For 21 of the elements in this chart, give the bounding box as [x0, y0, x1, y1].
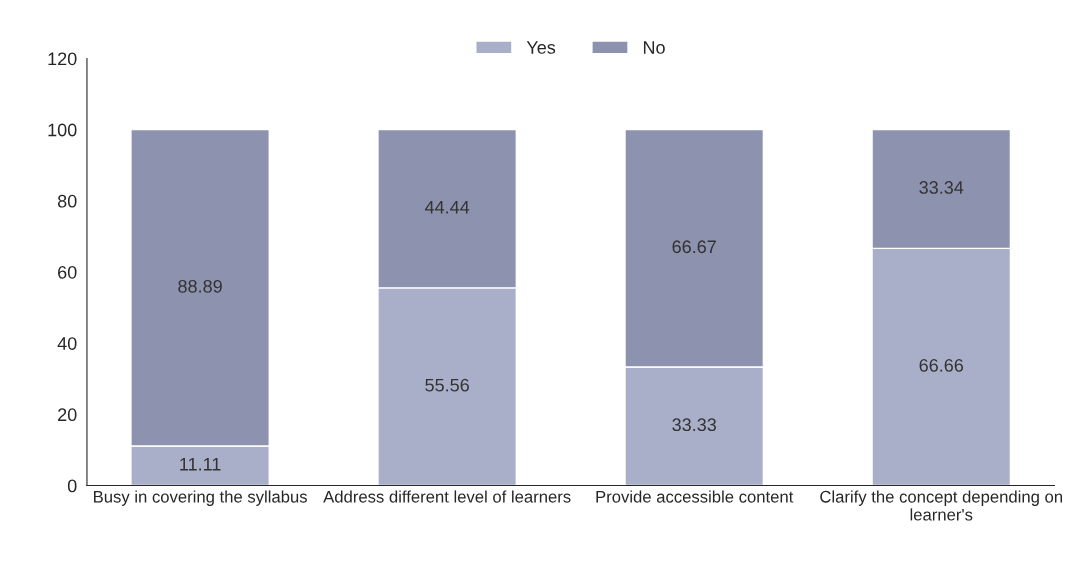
- data-label: 11.11: [180, 458, 221, 471]
- x-tick-label: Provide accessible content: [596, 490, 794, 503]
- legend-label: Yes: [526, 41, 556, 54]
- x-tick-label: Address different level of learners: [323, 490, 571, 503]
- data-label: 33.33: [672, 418, 716, 432]
- y-tick-label: 60: [58, 265, 77, 279]
- data-label: 44.44: [424, 201, 470, 214]
- data-label: 66.67: [672, 240, 716, 254]
- y-tick-label: 100: [48, 123, 77, 137]
- x-tick-label: Busy in covering the syllabus: [94, 490, 307, 506]
- x-tick-label: Clarify the concept depending on learner's: [820, 490, 1063, 521]
- y-tick-label: 20: [58, 408, 77, 422]
- y-tick-label: 120: [48, 52, 77, 66]
- data-label: 55.56: [425, 378, 469, 392]
- legend-label: No: [643, 41, 665, 54]
- y-tick-label: 40: [57, 337, 77, 350]
- y-tick-label: 0: [67, 479, 77, 493]
- data-label: 88.89: [178, 279, 222, 293]
- data-label: 33.34: [919, 181, 964, 194]
- y-tick-label: 80: [57, 194, 77, 208]
- data-label: 66.66: [919, 359, 964, 372]
